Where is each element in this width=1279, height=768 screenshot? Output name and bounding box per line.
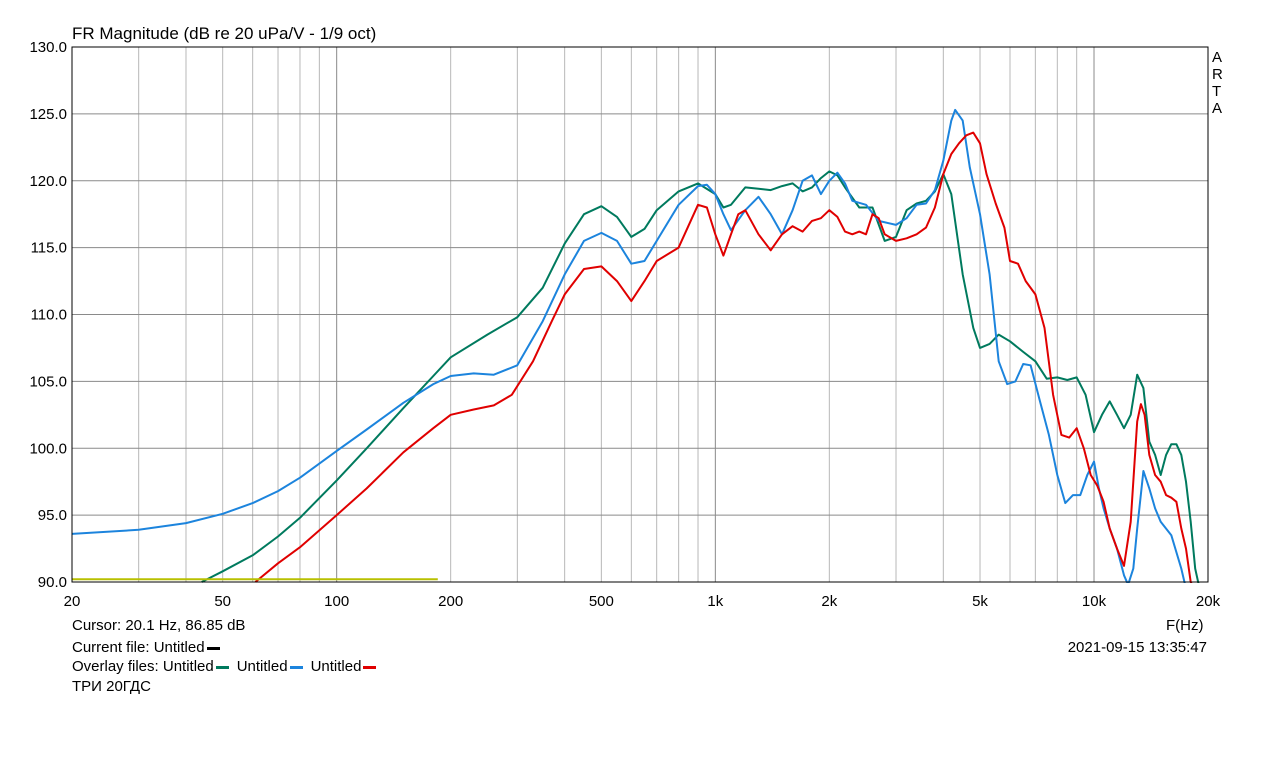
x-tick-label: 500	[589, 593, 614, 610]
x-axis-label: F(Hz)	[1166, 617, 1204, 634]
arta-letter: T	[1212, 83, 1222, 100]
overlay-files-prefix: Overlay files:	[72, 658, 163, 675]
arta-letter: A	[1212, 49, 1223, 66]
cursor-readout: Cursor: 20.1 Hz, 86.85 dB	[72, 617, 246, 634]
current-file-label: Current file: Untitled	[72, 639, 205, 656]
x-tick-label: 10k	[1082, 593, 1107, 610]
arta-letter: R	[1212, 66, 1223, 83]
y-tick-label: 95.0	[38, 507, 67, 524]
y-tick-label: 90.0	[38, 574, 67, 591]
y-tick-label: 125.0	[29, 106, 67, 123]
x-tick-label: 20	[64, 593, 81, 610]
x-tick-label: 200	[438, 593, 463, 610]
series-line-1	[201, 170, 1200, 583]
x-tick-label: 1k	[707, 593, 723, 610]
overlay-file-name: Untitled	[162, 658, 214, 675]
current-file-line: Current file: Untitled	[72, 639, 220, 656]
plot-frame	[71, 46, 1209, 583]
grid	[72, 47, 1208, 582]
y-tick-label: 120.0	[29, 173, 67, 190]
overlay-color-sample	[289, 665, 303, 669]
arta-logo-label: A R T A	[1212, 49, 1223, 117]
tick-labels: 130.0 125.0 120.0 115.0 110.0 105.0 100.0 95.0 9…	[29, 39, 1220, 610]
note-text: ТРИ 20ГДС	[72, 678, 151, 695]
arta-letter: A	[1212, 100, 1223, 117]
y-tick-label: 105.0	[29, 373, 67, 390]
y-tick-label: 100.0	[29, 440, 67, 457]
timestamp: 2021-09-15 13:35:47	[1067, 639, 1207, 656]
overlay-files-line: Overlay files: Untitled Untitled Untitled	[72, 658, 377, 675]
x-tick-label: 2k	[821, 593, 837, 610]
overlay-color-sample	[215, 665, 229, 669]
overlay-file-name: Untitled	[236, 658, 288, 675]
y-tick-label: 115.0	[31, 240, 67, 257]
series-lines	[72, 108, 1200, 583]
y-tick-label: 110.0	[31, 307, 67, 324]
overlay-color-sample	[363, 665, 377, 669]
x-tick-label: 20k	[1196, 593, 1221, 610]
chart-title: FR Magnitude (dB re 20 uPa/V - 1/9 oct)	[72, 24, 376, 43]
y-tick-label: 130.0	[29, 39, 67, 56]
x-tick-label: 50	[214, 593, 231, 610]
series-line-3	[254, 131, 1193, 583]
x-tick-label: 5k	[972, 593, 988, 610]
current-file-color-sample	[206, 646, 220, 650]
x-tick-label: 100	[324, 593, 349, 610]
overlay-file-name: Untitled	[310, 658, 362, 675]
